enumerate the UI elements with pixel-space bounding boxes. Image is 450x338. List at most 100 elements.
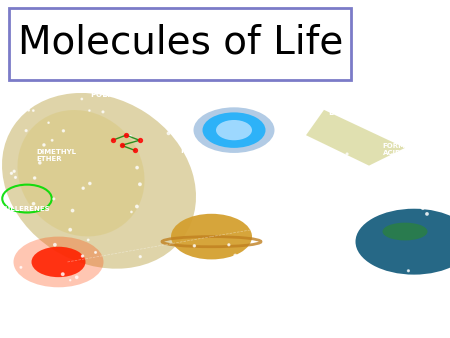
Text: PAHs: PAHs <box>180 146 202 155</box>
Point <box>358 264 365 269</box>
Point <box>337 236 344 241</box>
Point <box>133 204 140 209</box>
Point <box>123 270 130 275</box>
Point <box>295 124 302 129</box>
Point <box>433 164 440 169</box>
Point <box>40 142 48 148</box>
Text: Molecules of Life: Molecules of Life <box>18 24 343 62</box>
Point <box>369 101 377 106</box>
Point <box>158 111 165 116</box>
Text: FULLERENES: FULLERENES <box>0 206 50 212</box>
Point <box>189 146 196 151</box>
Point <box>10 169 18 174</box>
Ellipse shape <box>2 93 196 269</box>
Point <box>317 160 324 165</box>
Point <box>360 274 367 279</box>
Point <box>113 312 120 318</box>
Point <box>17 98 24 103</box>
Point <box>60 128 67 134</box>
Point <box>339 170 346 175</box>
Point <box>283 191 290 197</box>
Point <box>219 175 226 180</box>
Point <box>136 182 144 187</box>
Point <box>272 91 279 97</box>
Point <box>419 206 426 211</box>
Point <box>415 189 422 194</box>
Point <box>49 138 56 143</box>
Point <box>92 250 99 255</box>
Point <box>134 165 141 170</box>
Point <box>122 132 130 138</box>
Point <box>26 298 33 304</box>
Point <box>363 175 370 180</box>
Point <box>399 278 406 283</box>
Point <box>232 253 239 258</box>
Point <box>17 265 24 270</box>
Text: DIMETHYL
ETHER: DIMETHYL ETHER <box>36 148 76 162</box>
Point <box>67 227 74 233</box>
Point <box>266 307 273 313</box>
Point <box>345 331 352 337</box>
Point <box>202 263 209 268</box>
Point <box>324 247 332 252</box>
Text: AMINO ACIDS: AMINO ACIDS <box>256 265 315 274</box>
Point <box>79 254 86 259</box>
Point <box>81 329 88 335</box>
Text: ACETYLENE: ACETYLENE <box>45 306 94 315</box>
Point <box>209 294 216 300</box>
Circle shape <box>14 237 104 287</box>
Point <box>371 305 378 310</box>
Point <box>405 199 413 205</box>
Circle shape <box>216 120 252 140</box>
Point <box>171 249 179 254</box>
Polygon shape <box>306 110 405 166</box>
Point <box>194 151 202 156</box>
Point <box>239 290 246 296</box>
Point <box>360 211 367 216</box>
Point <box>228 208 235 213</box>
Point <box>6 230 13 235</box>
Point <box>45 120 52 125</box>
Point <box>350 326 357 331</box>
Point <box>118 307 126 312</box>
Point <box>219 275 226 281</box>
Point <box>50 196 58 201</box>
Text: ACETO-
NITRILE: ACETO- NITRILE <box>328 174 359 187</box>
Point <box>398 172 405 177</box>
Point <box>267 334 274 338</box>
Point <box>127 134 134 139</box>
Point <box>315 249 322 255</box>
Point <box>143 333 150 338</box>
Point <box>86 108 93 113</box>
Point <box>137 254 144 259</box>
Point <box>22 128 30 133</box>
Point <box>51 242 59 247</box>
Point <box>8 171 15 176</box>
Point <box>161 259 168 264</box>
Point <box>138 312 145 317</box>
Point <box>86 181 94 186</box>
Point <box>0 107 6 113</box>
Point <box>225 242 233 247</box>
Point <box>315 206 322 211</box>
Ellipse shape <box>18 110 144 237</box>
Point <box>80 186 87 191</box>
Point <box>249 279 256 284</box>
Point <box>357 195 364 200</box>
Point <box>263 322 270 328</box>
Point <box>385 172 392 178</box>
Point <box>343 155 351 160</box>
Point <box>241 168 248 173</box>
Point <box>431 86 438 91</box>
Text: RNA: RNA <box>396 290 414 299</box>
Point <box>181 89 188 94</box>
Point <box>157 113 164 118</box>
Point <box>233 157 240 163</box>
Point <box>59 271 66 277</box>
Point <box>78 96 86 102</box>
Point <box>136 138 143 143</box>
Point <box>145 294 153 300</box>
Text: POLYYNES: POLYYNES <box>90 90 134 99</box>
Point <box>67 277 74 283</box>
Point <box>343 151 351 157</box>
